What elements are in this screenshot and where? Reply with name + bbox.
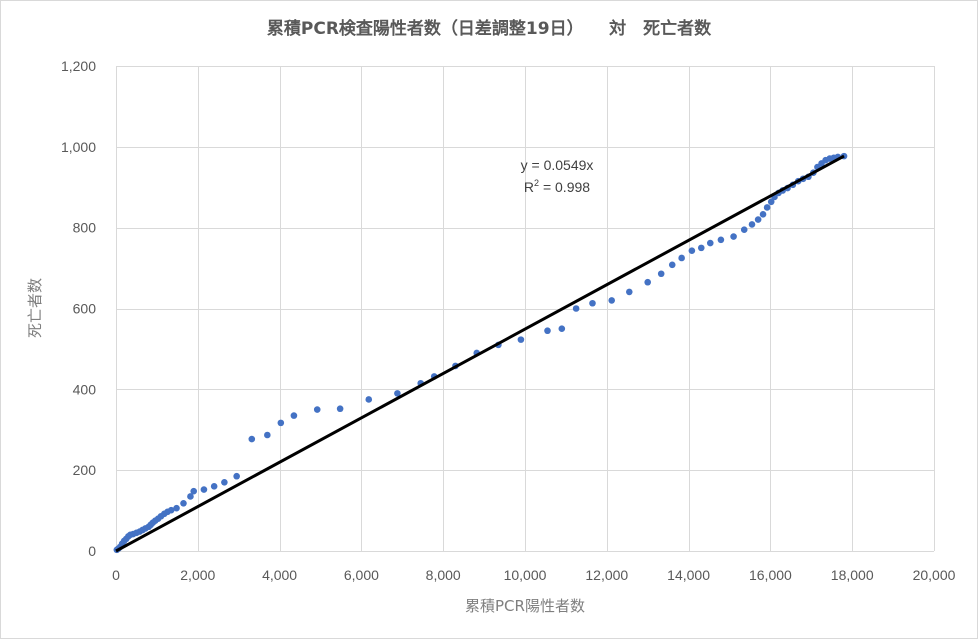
y-tick-label: 0: [88, 543, 96, 559]
chart-title: 累積PCR検査陽性者数（日差調整19日） 対 死亡者数: [267, 18, 712, 39]
data-point: [187, 493, 194, 500]
data-point: [313, 406, 321, 413]
data-point: [394, 390, 401, 397]
trendline-group: [115, 154, 845, 553]
x-tick-label: 6,000: [344, 567, 379, 583]
y-axis-label: 死亡者数: [26, 278, 44, 338]
data-point: [221, 478, 228, 486]
data-point: [180, 500, 187, 507]
data-point: [763, 204, 771, 211]
data-point: [754, 216, 762, 223]
data-point: [290, 412, 298, 419]
gridlines: [116, 66, 935, 552]
data-point: [589, 299, 596, 307]
data-point: [688, 247, 696, 255]
data-point: [336, 405, 344, 413]
y-tick-label: 1,200: [61, 58, 96, 74]
r2-suffix: = 0.998: [539, 179, 590, 195]
data-point: [706, 239, 714, 247]
y-tick-label: 1,000: [61, 139, 96, 155]
data-point: [644, 278, 651, 286]
x-tick-label: 20,000: [913, 567, 956, 583]
y-tick-label: 800: [73, 220, 97, 236]
data-point: [668, 261, 676, 269]
data-point: [264, 431, 271, 439]
data-point: [190, 487, 198, 495]
data-point: [248, 435, 256, 443]
y-axis-ticks: 0 200 400 600 800 1,000 1,200: [61, 58, 96, 559]
data-point: [233, 472, 240, 480]
data-point: [517, 336, 525, 343]
data-point: [173, 504, 180, 512]
x-tick-label: 12,000: [585, 567, 628, 583]
data-points: [113, 152, 848, 554]
trendline-equation: y = 0.0549x: [521, 157, 594, 173]
data-point: [740, 226, 748, 233]
x-axis-label: 累積PCR陽性者数: [465, 597, 585, 615]
y-tick-label: 400: [73, 381, 97, 397]
x-tick-label: 10,000: [504, 567, 547, 583]
data-point: [657, 270, 665, 278]
data-point: [748, 221, 756, 228]
x-tick-label: 16,000: [749, 567, 792, 583]
data-point: [210, 483, 218, 490]
data-point: [544, 327, 551, 335]
data-point: [558, 325, 566, 333]
data-point: [277, 419, 285, 427]
r2-prefix: R: [524, 179, 534, 195]
data-point: [759, 211, 767, 218]
r2-superscript: 2: [534, 178, 539, 188]
data-point: [167, 506, 175, 514]
data-point: [678, 254, 685, 262]
data-point: [572, 305, 580, 312]
x-tick-label: 0: [112, 567, 120, 583]
data-point: [717, 236, 725, 244]
x-tick-label: 8,000: [426, 567, 461, 583]
data-point: [200, 486, 208, 493]
data-point: [730, 233, 737, 240]
trendline-r-squared: R2 = 0.998: [524, 178, 590, 195]
trendline: [115, 154, 845, 553]
data-point: [767, 198, 775, 206]
y-tick-label: 200: [73, 462, 97, 478]
data-point: [625, 288, 633, 296]
data-point: [608, 297, 616, 304]
data-point: [365, 396, 373, 403]
x-axis-ticks: 0 2,000 4,000 6,000 8,000 10,000 12,000 14,000 1…: [112, 567, 956, 583]
x-tick-label: 4,000: [262, 567, 297, 583]
x-tick-label: 14,000: [667, 567, 710, 583]
x-tick-label: 18,000: [831, 567, 874, 583]
data-point: [697, 244, 705, 252]
x-tick-label: 2,000: [180, 567, 215, 583]
y-tick-label: 600: [73, 301, 97, 317]
